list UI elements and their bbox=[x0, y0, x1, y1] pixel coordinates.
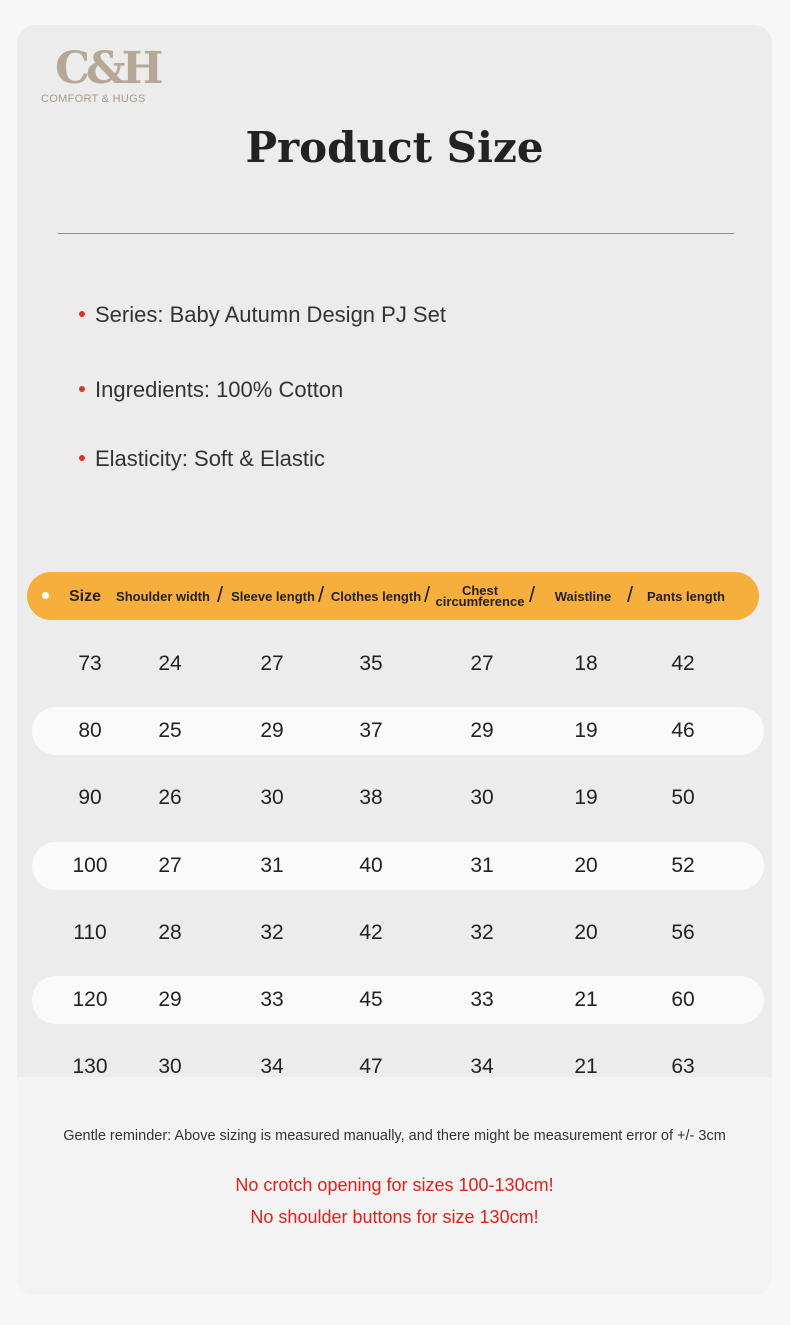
cell-shoulder-width: 27 bbox=[158, 853, 182, 877]
cell-waistline: 20 bbox=[574, 853, 598, 877]
spec-elasticity: Elasticity: Soft & Elastic bbox=[79, 446, 325, 472]
cell-size: 80 bbox=[78, 719, 102, 743]
logo-mark: C&H bbox=[55, 43, 163, 94]
bullet-icon bbox=[42, 592, 49, 599]
bullet-icon bbox=[79, 455, 85, 462]
cell-waistline: 19 bbox=[574, 786, 598, 810]
cell-sleeve-length: 30 bbox=[260, 786, 284, 810]
cell-sleeve-length: 33 bbox=[260, 988, 284, 1011]
cell-clothes-length: 35 bbox=[359, 652, 383, 675]
spec-text: Ingredients: 100% Cotton bbox=[95, 377, 344, 402]
table-row: 110 28 32 42 32 20 56 bbox=[32, 909, 764, 957]
table-row: 73 24 27 35 27 18 42 bbox=[32, 640, 764, 688]
cell-shoulder-width: 24 bbox=[158, 652, 182, 675]
spec-text: Elasticity: Soft & Elastic bbox=[95, 446, 325, 471]
cell-size: 130 bbox=[72, 1055, 108, 1079]
header-sleeve-length: Sleeve length bbox=[231, 588, 315, 604]
bullet-icon bbox=[79, 311, 85, 318]
cell-size: 120 bbox=[72, 988, 108, 1011]
header-chest: Chest bbox=[461, 583, 499, 598]
cell-chest-circumference: 30 bbox=[470, 786, 494, 810]
warning-buttons: No shoulder buttons for size 130cm! bbox=[250, 1207, 539, 1227]
cell-waistline: 20 bbox=[574, 920, 598, 944]
cell-pants-length: 42 bbox=[671, 652, 695, 675]
cell-pants-length: 63 bbox=[671, 1055, 695, 1079]
cell-chest-circumference: 34 bbox=[470, 1055, 494, 1079]
header-shoulder-width: Shoulder width bbox=[116, 588, 210, 604]
cell-size: 100 bbox=[72, 853, 108, 877]
cell-sleeve-length: 31 bbox=[260, 853, 284, 877]
table-row: 80 25 29 37 29 19 46 bbox=[32, 707, 764, 756]
separator: / bbox=[318, 582, 325, 607]
spec-series: Series: Baby Autumn Design PJ Set bbox=[79, 302, 446, 328]
cell-chest-circumference: 27 bbox=[470, 652, 494, 675]
footer-panel bbox=[17, 1077, 772, 1295]
cell-shoulder-width: 28 bbox=[158, 920, 182, 944]
table-row: 90 26 30 38 30 19 50 bbox=[32, 774, 764, 822]
cell-waistline: 21 bbox=[574, 1055, 598, 1079]
header-size: Size bbox=[68, 587, 101, 605]
separator: / bbox=[424, 582, 431, 607]
cell-sleeve-length: 29 bbox=[260, 719, 284, 743]
cell-shoulder-width: 25 bbox=[158, 719, 182, 743]
brand-logo: C&H COMFORT & HUGS bbox=[41, 43, 171, 113]
table-header: Size Shoulder width / Sleeve length / Cl… bbox=[27, 572, 759, 620]
cell-chest-circumference: 33 bbox=[470, 988, 494, 1011]
cell-clothes-length: 38 bbox=[359, 786, 383, 810]
page-title: Product Size bbox=[245, 123, 544, 172]
cell-clothes-length: 45 bbox=[359, 988, 383, 1011]
separator: / bbox=[627, 582, 634, 607]
cell-sleeve-length: 32 bbox=[260, 920, 284, 944]
cell-shoulder-width: 29 bbox=[158, 988, 182, 1011]
cell-waistline: 21 bbox=[574, 988, 598, 1011]
cell-clothes-length: 40 bbox=[359, 853, 383, 877]
cell-waistline: 19 bbox=[574, 719, 598, 743]
separator: / bbox=[217, 582, 224, 607]
cell-chest-circumference: 32 bbox=[470, 920, 494, 944]
cell-shoulder-width: 30 bbox=[158, 1055, 182, 1079]
header-pants-length: Pants length bbox=[646, 588, 725, 604]
table-row: 130 30 34 47 34 21 63 bbox=[32, 1043, 764, 1091]
cell-size: 110 bbox=[73, 920, 107, 944]
cell-pants-length: 60 bbox=[671, 988, 695, 1011]
cell-sleeve-length: 34 bbox=[260, 1055, 284, 1079]
size-chart-card: C&H COMFORT & HUGS Product Size Series: … bbox=[17, 25, 772, 1295]
cell-waistline: 18 bbox=[574, 652, 598, 675]
cell-sleeve-length: 27 bbox=[260, 652, 284, 675]
table-row: 100 27 31 40 31 20 52 bbox=[32, 841, 764, 890]
spec-text: Series: Baby Autumn Design PJ Set bbox=[95, 302, 446, 327]
logo-text: COMFORT & HUGS bbox=[41, 93, 146, 105]
divider bbox=[58, 233, 734, 234]
cell-chest-circumference: 31 bbox=[470, 853, 494, 877]
separator: / bbox=[529, 582, 536, 607]
cell-clothes-length: 47 bbox=[359, 1055, 383, 1079]
cell-pants-length: 56 bbox=[671, 920, 695, 944]
cell-pants-length: 46 bbox=[671, 719, 695, 743]
cell-pants-length: 52 bbox=[671, 853, 695, 877]
cell-clothes-length: 42 bbox=[359, 920, 383, 944]
cell-clothes-length: 37 bbox=[359, 719, 383, 743]
measurement-reminder: Gentle reminder: Above sizing is measure… bbox=[63, 1128, 726, 1144]
cell-pants-length: 50 bbox=[671, 786, 695, 810]
cell-size: 90 bbox=[78, 786, 102, 810]
header-waistline: Waistline bbox=[554, 588, 612, 604]
header-chest-circumference: Chest circumference bbox=[435, 572, 525, 620]
cell-size: 73 bbox=[78, 652, 102, 675]
cell-chest-circumference: 29 bbox=[470, 719, 494, 743]
warning-crotch: No crotch opening for sizes 100-130cm! bbox=[235, 1175, 554, 1195]
bullet-icon bbox=[79, 386, 85, 393]
header-clothes-length: Clothes length bbox=[330, 588, 422, 604]
table-row: 120 29 33 45 33 21 60 bbox=[32, 976, 764, 1024]
header-circumference: circumference bbox=[435, 594, 525, 609]
cell-shoulder-width: 26 bbox=[158, 786, 182, 810]
spec-ingredients: Ingredients: 100% Cotton bbox=[79, 377, 343, 403]
